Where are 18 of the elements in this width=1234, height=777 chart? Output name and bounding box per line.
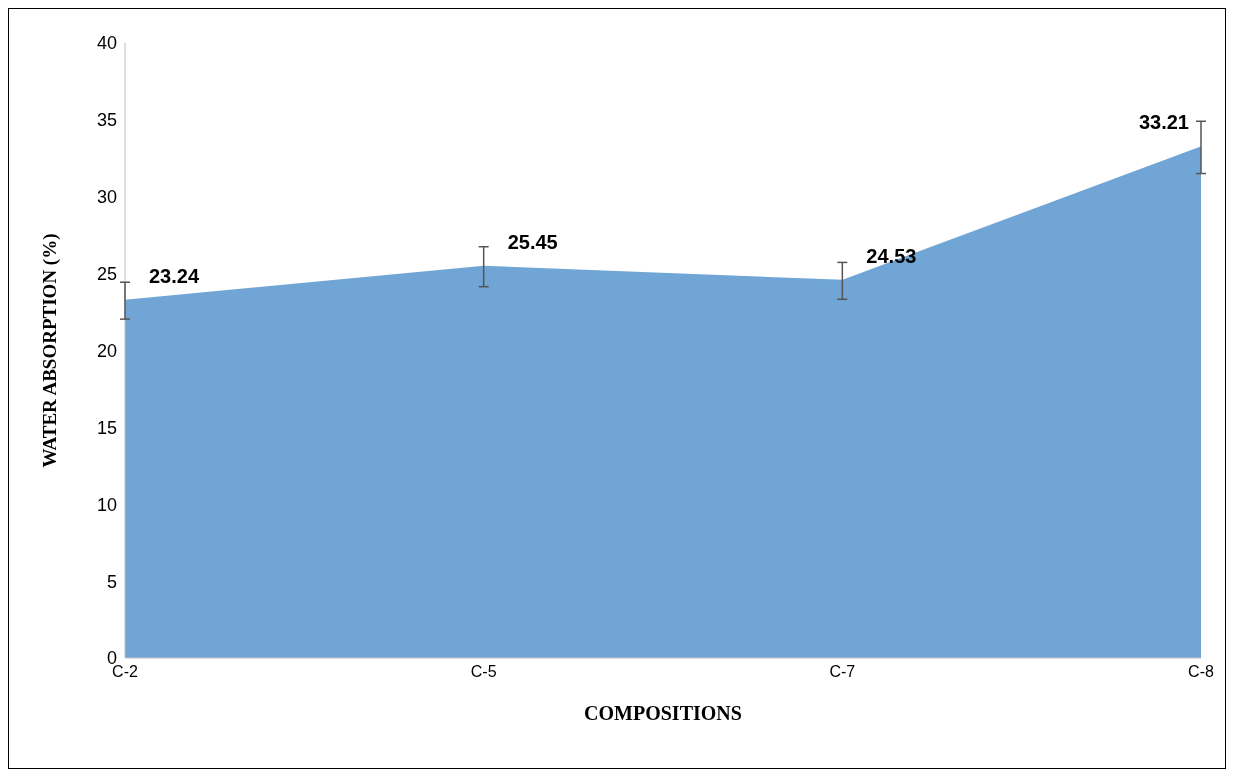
data-label: 33.21	[1138, 111, 1189, 134]
x-tick-label: C-5	[470, 663, 497, 681]
y-tick-label: 20	[96, 340, 117, 361]
data-label: 24.53	[866, 244, 917, 267]
data-label: 25.45	[507, 230, 558, 253]
y-tick-label: 5	[106, 571, 117, 592]
x-tick-label: C-8	[1188, 663, 1214, 681]
x-axis-title: COMPOSITIONS	[584, 702, 742, 724]
y-tick-label: 25	[96, 264, 117, 285]
data-label: 23.24	[149, 264, 200, 287]
x-tick-label: C-7	[829, 663, 856, 681]
y-tick-label: 40	[96, 33, 117, 54]
y-tick-label: 30	[96, 187, 117, 208]
y-tick-label: 10	[96, 494, 117, 515]
x-tick-label: C-2	[112, 663, 138, 681]
y-axis-title: WATER ABSORPTION (%)	[38, 233, 61, 468]
y-tick-label: 15	[96, 417, 117, 438]
y-tick-label: 35	[96, 110, 117, 131]
